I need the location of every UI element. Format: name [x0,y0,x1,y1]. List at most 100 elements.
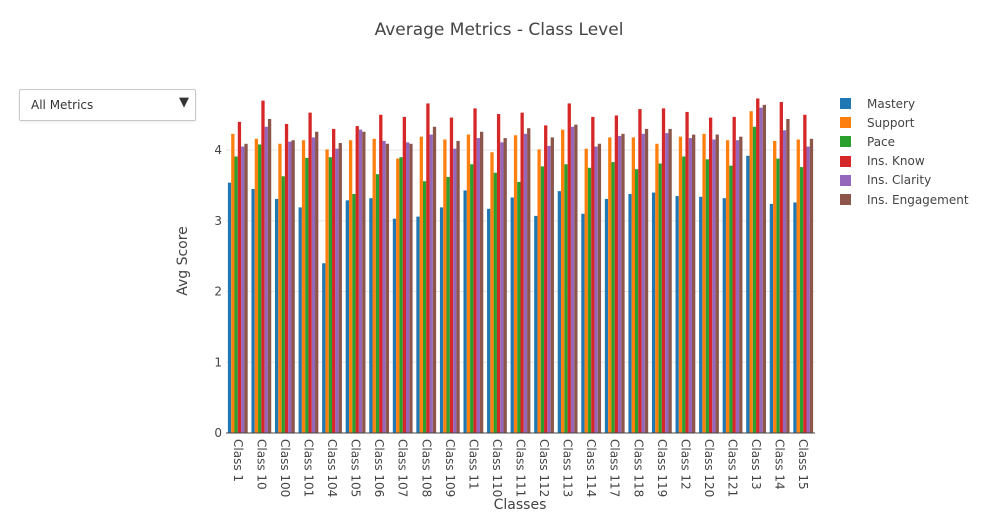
bar[interactable] [608,137,612,434]
bar[interactable] [803,114,807,434]
bar[interactable] [570,126,575,433]
bar[interactable] [328,157,333,434]
bar[interactable] [604,198,609,433]
bar[interactable] [527,128,531,433]
bar[interactable] [705,159,709,433]
bar[interactable] [537,149,541,433]
bar[interactable] [692,134,696,434]
bar[interactable] [712,139,716,433]
bar[interactable] [715,134,719,434]
bar[interactable] [392,218,397,433]
bar[interactable] [275,198,279,433]
bar[interactable] [479,131,484,433]
bar[interactable] [237,121,242,434]
bar[interactable] [567,103,571,434]
bar[interactable] [725,140,730,433]
bar[interactable] [301,140,306,433]
bar[interactable] [375,174,380,434]
bar[interactable] [628,193,632,433]
bar[interactable] [655,143,659,433]
bar[interactable] [439,207,444,433]
bar[interactable] [517,181,521,433]
bar[interactable] [752,126,757,433]
bar[interactable] [500,142,504,433]
bar[interactable] [372,138,376,433]
bar[interactable] [631,137,636,434]
bar[interactable] [470,164,474,433]
bar[interactable] [379,114,383,434]
bar[interactable] [405,142,410,433]
bar[interactable] [345,200,349,433]
bar[interactable] [382,140,386,433]
bar[interactable] [540,166,545,433]
bar[interactable] [422,181,427,433]
bar[interactable] [769,203,774,433]
bar[interactable] [315,131,319,433]
bar[interactable] [729,165,733,433]
bar[interactable] [446,176,450,434]
bar[interactable] [682,156,686,434]
bar[interactable] [614,115,619,434]
bar[interactable] [399,157,403,434]
bar[interactable] [722,198,726,433]
bar[interactable] [756,98,760,433]
bar[interactable] [668,128,672,433]
bar[interactable] [473,108,477,433]
bar[interactable] [699,196,703,433]
bar[interactable] [234,156,238,434]
bar[interactable] [644,128,649,433]
bar[interactable] [291,140,295,433]
bar[interactable] [426,103,430,434]
bar[interactable] [267,118,272,433]
bar[interactable] [594,146,598,433]
bar[interactable] [298,207,302,433]
bar[interactable] [564,164,568,433]
bar[interactable] [611,162,615,433]
bar[interactable] [419,136,423,434]
legend-item[interactable]: Ins. Know [840,152,969,171]
bar[interactable] [355,126,359,433]
bar[interactable] [278,143,282,433]
bar[interactable] [503,138,507,433]
bar[interactable] [561,129,565,433]
metrics-dropdown[interactable]: All Metrics ▼ [19,89,196,121]
bar[interactable] [574,124,578,433]
legend-item[interactable]: Ins. Clarity [840,171,969,190]
bar[interactable] [358,129,363,433]
bar[interactable] [635,169,639,433]
bar[interactable] [534,215,538,433]
bar[interactable] [513,135,518,434]
legend-item[interactable]: Mastery [840,94,969,113]
bar[interactable] [759,107,763,433]
bar[interactable] [523,133,528,434]
bar[interactable] [638,109,642,433]
bar[interactable] [362,131,366,433]
bar[interactable] [385,143,390,433]
bar[interactable] [432,126,437,433]
bar[interactable] [665,133,669,434]
bar[interactable] [443,139,447,433]
bar[interactable] [510,197,514,433]
bar[interactable] [305,157,309,434]
bar[interactable] [685,111,689,434]
bar[interactable] [429,134,433,434]
bar[interactable] [244,143,248,433]
bar[interactable] [409,143,413,433]
bar[interactable] [322,263,326,433]
bar[interactable] [621,133,625,434]
bar[interactable] [332,128,336,433]
bar[interactable] [251,189,255,433]
bar[interactable] [597,143,602,433]
bar[interactable] [550,137,554,434]
bar[interactable] [581,213,585,433]
bar[interactable] [773,140,777,433]
bar[interactable] [776,158,780,433]
bar[interactable] [809,138,814,433]
bar[interactable] [496,114,501,434]
bar[interactable] [739,136,743,434]
bar[interactable] [587,167,592,433]
bar[interactable] [702,133,706,434]
legend-item[interactable]: Ins. Engagement [840,190,969,209]
bar[interactable] [796,139,800,433]
bar[interactable] [520,112,524,434]
